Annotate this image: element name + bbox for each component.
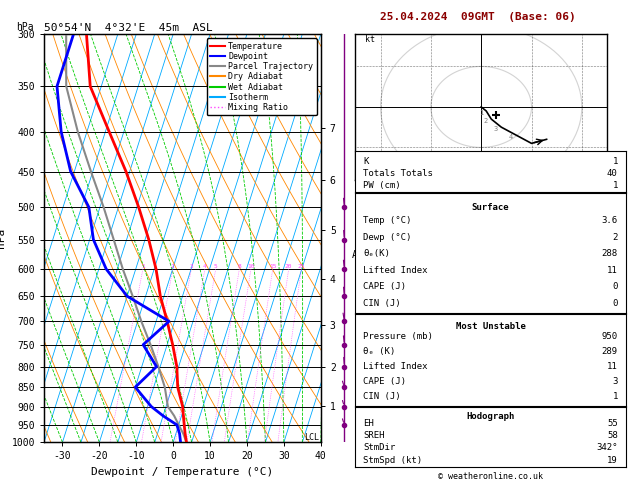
- Text: 40: 40: [607, 169, 618, 178]
- Text: Surface: Surface: [472, 203, 509, 211]
- Legend: Temperature, Dewpoint, Parcel Trajectory, Dry Adiabat, Wet Adiabat, Isotherm, Mi: Temperature, Dewpoint, Parcel Trajectory…: [206, 38, 316, 115]
- Text: 950: 950: [601, 332, 618, 341]
- Text: PW (cm): PW (cm): [364, 181, 401, 190]
- Text: hPa: hPa: [16, 22, 34, 32]
- Text: 1: 1: [141, 264, 145, 269]
- Text: K: K: [364, 157, 369, 166]
- Text: Lifted Index: Lifted Index: [364, 363, 428, 371]
- Text: Temp (°C): Temp (°C): [364, 216, 412, 226]
- Text: 0: 0: [613, 282, 618, 291]
- Text: 4: 4: [203, 264, 207, 269]
- Y-axis label: hPa: hPa: [0, 228, 6, 248]
- Text: 288: 288: [601, 249, 618, 258]
- Text: 50°54'N  4°32'E  45m  ASL: 50°54'N 4°32'E 45m ASL: [44, 23, 213, 33]
- Text: 3: 3: [189, 264, 193, 269]
- Text: θₑ (K): θₑ (K): [364, 347, 396, 356]
- Text: CAPE (J): CAPE (J): [364, 282, 406, 291]
- Text: 25: 25: [298, 264, 305, 269]
- Text: θₑ(K): θₑ(K): [364, 249, 391, 258]
- Text: 1: 1: [613, 181, 618, 190]
- Text: 25.04.2024  09GMT  (Base: 06): 25.04.2024 09GMT (Base: 06): [380, 12, 576, 22]
- Text: 1: 1: [613, 392, 618, 401]
- Text: 10: 10: [247, 264, 255, 269]
- Text: 4: 4: [509, 134, 513, 140]
- Text: StmDir: StmDir: [364, 443, 396, 452]
- Text: 58: 58: [607, 431, 618, 440]
- Text: 11: 11: [607, 363, 618, 371]
- Text: 5: 5: [214, 264, 218, 269]
- Text: 2: 2: [171, 264, 175, 269]
- Text: 8: 8: [238, 264, 241, 269]
- Text: 342°: 342°: [596, 443, 618, 452]
- Text: © weatheronline.co.uk: © weatheronline.co.uk: [438, 472, 543, 481]
- Text: EH: EH: [364, 419, 374, 428]
- Text: kt: kt: [365, 35, 376, 44]
- Text: CIN (J): CIN (J): [364, 298, 401, 308]
- Text: CAPE (J): CAPE (J): [364, 377, 406, 386]
- Text: Most Unstable: Most Unstable: [455, 322, 526, 331]
- Text: 2: 2: [484, 118, 488, 124]
- Text: 2: 2: [613, 233, 618, 242]
- Text: SREH: SREH: [364, 431, 385, 440]
- Text: 3: 3: [494, 126, 498, 132]
- Text: Pressure (mb): Pressure (mb): [364, 332, 433, 341]
- Text: 3.6: 3.6: [601, 216, 618, 226]
- Text: Hodograph: Hodograph: [467, 412, 515, 420]
- Y-axis label: km
ASL: km ASL: [352, 238, 369, 260]
- X-axis label: Dewpoint / Temperature (°C): Dewpoint / Temperature (°C): [91, 467, 274, 477]
- Text: 1: 1: [613, 157, 618, 166]
- Text: Lifted Index: Lifted Index: [364, 266, 428, 275]
- Text: Dewp (°C): Dewp (°C): [364, 233, 412, 242]
- Text: 20: 20: [285, 264, 292, 269]
- Text: Totals Totals: Totals Totals: [364, 169, 433, 178]
- Text: 15: 15: [269, 264, 277, 269]
- Text: LCL: LCL: [304, 433, 319, 442]
- Text: StmSpd (kt): StmSpd (kt): [364, 455, 423, 465]
- Text: 1: 1: [479, 110, 483, 116]
- Text: 11: 11: [607, 266, 618, 275]
- Text: 55: 55: [607, 419, 618, 428]
- Text: 289: 289: [601, 347, 618, 356]
- Text: 0: 0: [613, 298, 618, 308]
- Text: CIN (J): CIN (J): [364, 392, 401, 401]
- Text: 19: 19: [607, 455, 618, 465]
- Text: 3: 3: [613, 377, 618, 386]
